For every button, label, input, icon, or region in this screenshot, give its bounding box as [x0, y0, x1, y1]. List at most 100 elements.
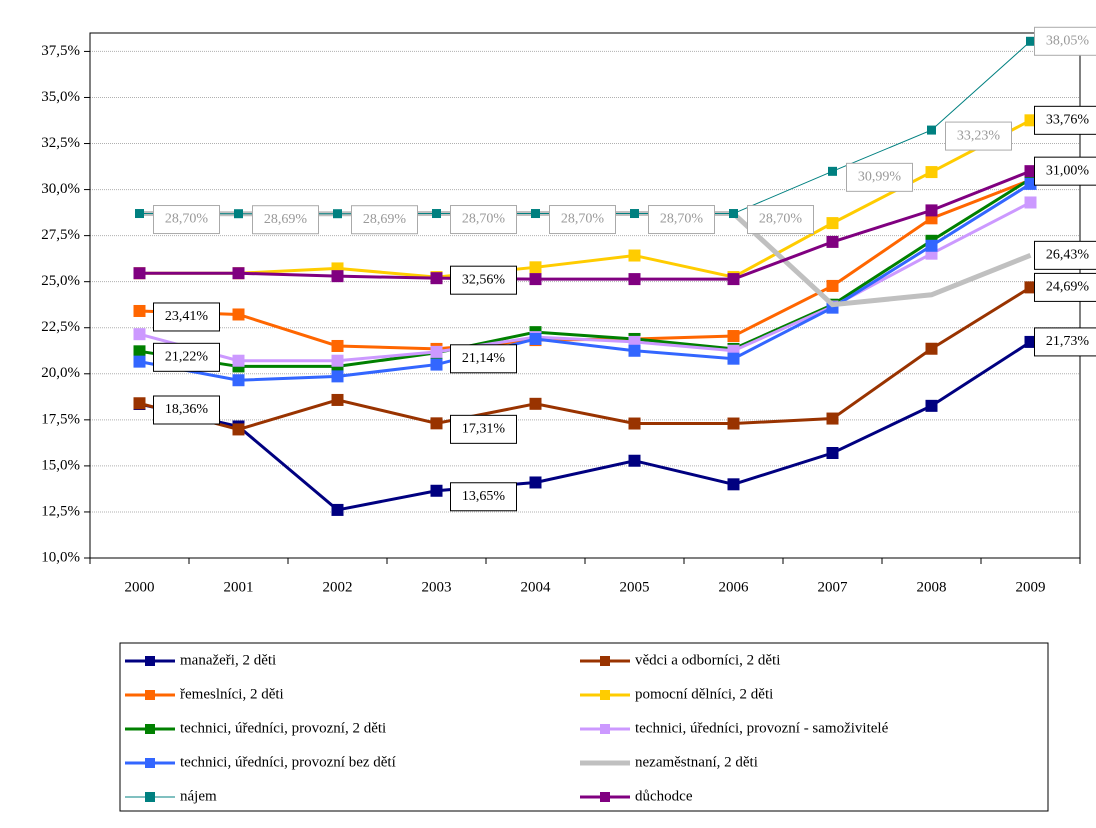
point — [630, 209, 639, 219]
y-tick-label: 25,0% — [41, 273, 80, 289]
legend-label: technici, úředníci, provozní - samoživit… — [635, 720, 889, 736]
data-label: 24,69% — [1046, 280, 1090, 295]
point — [333, 209, 342, 219]
point — [529, 273, 542, 286]
data-label: 18,36% — [165, 402, 209, 417]
x-tick-label: 2002 — [323, 579, 353, 595]
point — [430, 417, 443, 430]
point — [430, 272, 443, 285]
data-label: 28,70% — [660, 212, 704, 227]
data-label: 28,70% — [561, 212, 605, 227]
legend-marker — [145, 724, 155, 734]
point — [925, 166, 938, 179]
label-box — [450, 414, 517, 444]
x-tick-label: 2004 — [521, 579, 552, 595]
label-box — [846, 162, 913, 192]
legend-marker — [145, 656, 155, 666]
label-box — [747, 205, 814, 235]
label-box — [549, 205, 616, 235]
series-line — [139, 340, 1032, 512]
point — [727, 417, 740, 430]
point — [628, 417, 641, 430]
point — [232, 267, 245, 280]
y-tick-label: 32,5% — [41, 135, 80, 151]
point — [133, 355, 146, 368]
point — [925, 239, 938, 252]
label-box — [1034, 240, 1096, 270]
point — [331, 393, 344, 406]
label-box — [1034, 272, 1096, 302]
y-tick-label: 22,5% — [41, 319, 80, 335]
label-box — [450, 344, 517, 374]
legend-marker — [145, 792, 155, 802]
point — [232, 374, 245, 387]
y-tick-label: 35,0% — [41, 89, 80, 105]
series-line — [139, 286, 1032, 431]
data-label: 28,69% — [264, 212, 308, 227]
y-tick-label: 17,5% — [41, 411, 80, 427]
point — [1024, 165, 1037, 178]
y-tick-label: 12,5% — [41, 503, 80, 519]
data-label: 28,70% — [165, 212, 209, 227]
point — [1024, 177, 1037, 190]
x-tick-label: 2007 — [818, 579, 849, 595]
point — [1024, 114, 1037, 127]
point — [529, 261, 542, 274]
legend-marker — [600, 690, 610, 700]
data-label: 26,43% — [1046, 248, 1090, 263]
label-box — [1034, 156, 1096, 186]
data-label: 28,70% — [462, 212, 506, 227]
label-box — [153, 342, 220, 372]
point — [432, 209, 441, 219]
point — [232, 354, 245, 367]
point — [430, 484, 443, 497]
point — [135, 209, 144, 219]
legend-label: technici, úředníci, provozní, 2 děti — [180, 720, 386, 736]
legend-label: důchodce — [635, 788, 693, 804]
y-tick-label: 27,5% — [41, 227, 80, 243]
label-box — [450, 482, 517, 512]
data-label: 21,73% — [1046, 334, 1090, 349]
x-tick-label: 2008 — [917, 579, 947, 595]
point — [727, 330, 740, 343]
point — [331, 270, 344, 283]
point — [529, 397, 542, 410]
x-tick-label: 2009 — [1016, 579, 1046, 595]
y-tick-label: 20,0% — [41, 365, 80, 381]
point — [729, 209, 738, 219]
data-label: 21,14% — [462, 351, 506, 366]
point — [628, 273, 641, 286]
point — [727, 273, 740, 286]
legend-label: technici, úředníci, provozní bez dětí — [180, 754, 396, 770]
point — [727, 478, 740, 491]
legend-marker — [600, 724, 610, 734]
data-label: 31,00% — [1046, 163, 1090, 178]
y-tick-label: 15,0% — [41, 457, 80, 473]
label-box — [945, 121, 1012, 151]
point — [234, 209, 243, 219]
label-box — [153, 205, 220, 235]
annotation: 32,56% — [462, 272, 506, 287]
label-box — [1034, 105, 1096, 135]
data-label: 38,05% — [1046, 34, 1090, 49]
point — [133, 328, 146, 341]
label-box — [153, 395, 220, 425]
point — [331, 339, 344, 352]
series-line — [139, 118, 1032, 279]
legend-label: manažeři, 2 děti — [180, 652, 276, 668]
point — [133, 267, 146, 280]
legend-marker — [600, 792, 610, 802]
y-tick-label: 37,5% — [41, 43, 80, 59]
label-box — [351, 205, 418, 235]
legend-marker — [145, 690, 155, 700]
legend-label: pomocní dělníci, 2 děti — [635, 686, 773, 702]
label-box — [1034, 26, 1096, 56]
point — [232, 423, 245, 436]
point — [331, 503, 344, 516]
point — [331, 370, 344, 383]
label-box — [648, 205, 715, 235]
legend-label: vědci a odborníci, 2 děti — [635, 652, 780, 668]
point — [133, 345, 146, 358]
legend-label: nezaměstnaní, 2 děti — [635, 754, 758, 770]
